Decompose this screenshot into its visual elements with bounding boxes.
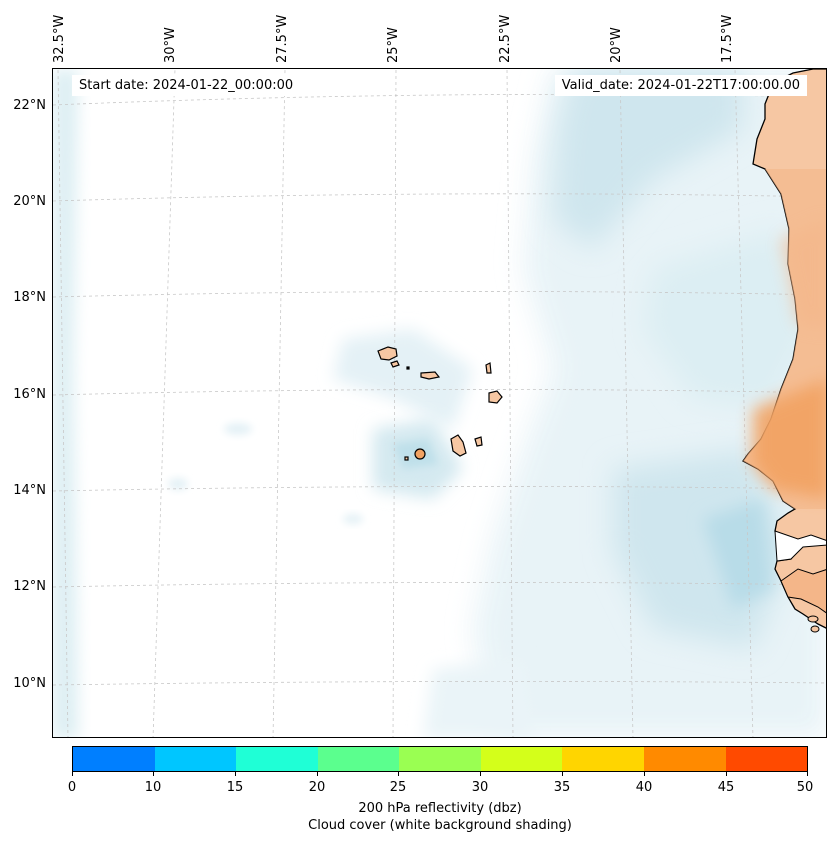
colorbar-tick-label-0: 0	[67, 780, 77, 795]
map-panel[interactable]	[52, 68, 827, 738]
colorbar-tick	[562, 772, 563, 776]
reflectivity-colorbar	[72, 746, 808, 772]
lat-label-18n: 18°N	[13, 290, 46, 305]
colorbar-tick-label-45: 45	[717, 780, 735, 795]
colorbar-tick-label-35: 35	[553, 780, 571, 795]
colorbar-subtitle: Cloud cover (white background shading)	[308, 818, 572, 833]
island-fogo	[414, 448, 426, 460]
colorbar-segment-10-15	[154, 747, 237, 771]
colorbar-tick	[72, 772, 73, 776]
graticule	[53, 69, 826, 737]
lat-label-22n: 22°N	[13, 98, 46, 113]
lat-label-14n: 14°N	[13, 483, 46, 498]
island-santo-antao	[377, 346, 398, 361]
lon-label-25w: 25°W	[386, 27, 401, 63]
island-sao-nicolau	[420, 371, 441, 380]
island-boa-vista	[488, 390, 503, 404]
valid-date-label: Valid_date: 2024-01-22T17:00:00.00	[554, 75, 807, 96]
colorbar-segment-40-45	[643, 747, 726, 771]
colorbar-tick	[644, 772, 645, 776]
colorbar-tick	[480, 772, 481, 776]
colorbar-tick-label-10: 10	[144, 780, 162, 795]
lat-label-10n: 10°N	[13, 676, 46, 691]
lon-label-17-5w: 17.5°W	[720, 14, 735, 63]
colorbar-segment-0-10	[73, 747, 155, 771]
island-santa-luzia	[406, 366, 410, 370]
colorbar-title: 200 hPa reflectivity (dbz)	[358, 801, 522, 816]
colorbar-tick-label-40: 40	[635, 780, 653, 795]
island-sao-vicente	[390, 360, 400, 368]
colorbar-tick-label-15: 15	[226, 780, 244, 795]
colorbar-tick	[807, 772, 808, 776]
start-date-label: Start date: 2024-01-22_00:00:00	[72, 75, 301, 96]
lon-label-30w: 30°W	[163, 27, 178, 63]
island-brava	[404, 456, 409, 461]
island-maio	[474, 436, 483, 447]
colorbar-tick	[398, 772, 399, 776]
island-sal	[485, 362, 492, 374]
colorbar-segment-45-50	[725, 747, 808, 771]
colorbar-segment-30-35	[480, 747, 563, 771]
africa-landmass	[742, 69, 826, 633]
colorbar-tick	[153, 772, 154, 776]
lon-label-32-5w: 32.5°W	[52, 14, 67, 63]
colorbar-tick	[317, 772, 318, 776]
lon-label-20w: 20°W	[609, 27, 624, 63]
colorbar-segment-35-40	[562, 747, 644, 771]
island-santiago	[450, 434, 467, 457]
colorbar-tick-label-30: 30	[471, 780, 489, 795]
colorbar-tick	[235, 772, 236, 776]
colorbar-segment-15-20	[236, 747, 318, 771]
colorbar-tick-label-20: 20	[308, 780, 326, 795]
lat-label-20n: 20°N	[13, 194, 46, 209]
map-canvas	[53, 69, 826, 737]
colorbar-tick-label-50: 50	[796, 780, 814, 795]
lon-label-22-5w: 22.5°W	[498, 14, 513, 63]
cape-verde-islands	[377, 346, 503, 461]
cloud-cover-shading	[53, 69, 826, 737]
lat-label-12n: 12°N	[13, 579, 46, 594]
colorbar-segment-25-30	[399, 747, 481, 771]
colorbar-tick-label-25: 25	[389, 780, 407, 795]
lat-label-16n: 16°N	[13, 387, 46, 402]
lon-label-27-5w: 27.5°W	[275, 14, 290, 63]
colorbar-segment-20-25	[317, 747, 400, 771]
colorbar-tick	[726, 772, 727, 776]
